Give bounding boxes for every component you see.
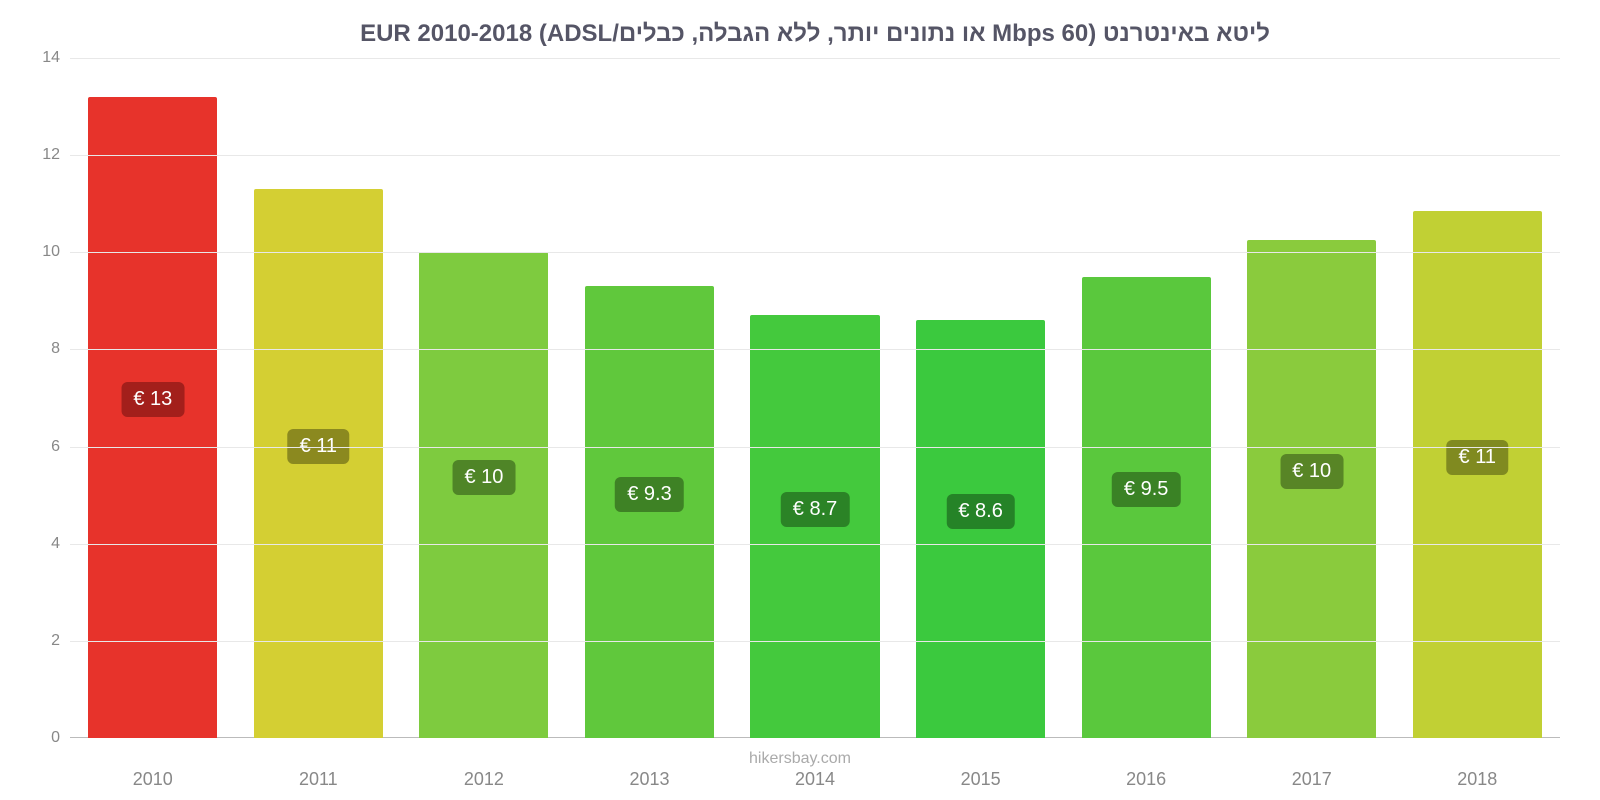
grid-line (70, 447, 1560, 448)
bar-value-label: € 8.7 (781, 492, 849, 527)
bar-slot: € 9.5 (1063, 58, 1229, 738)
grid-line (70, 58, 1560, 59)
source-label: hikersbay.com (749, 750, 851, 768)
y-tick-label: 12 (42, 146, 70, 164)
bar-slot: € 9.3 (567, 58, 733, 738)
grid-line (70, 349, 1560, 350)
x-tick-label: 2017 (1229, 769, 1395, 790)
bar (750, 315, 879, 738)
bar (1247, 240, 1376, 738)
bar-value-label: € 9.3 (615, 477, 683, 512)
plot-area: € 13 € 11 € 10 € 9.3 € 8.7 € 8.6 € 9.5 € 10 € 11… (70, 58, 1560, 738)
grid-line (70, 544, 1560, 545)
bar-slot: € 11 (236, 58, 402, 738)
y-tick-label: 0 (51, 729, 70, 747)
grid-line (70, 252, 1560, 253)
y-tick-label: 14 (42, 49, 70, 67)
y-tick-label: 10 (42, 243, 70, 261)
x-tick-label: 2018 (1395, 769, 1561, 790)
x-tick-label: 2014 (732, 769, 898, 790)
x-tick-label: 2015 (898, 769, 1064, 790)
bar-slot: € 8.7 (732, 58, 898, 738)
bar-value-label: € 13 (121, 382, 184, 417)
bar-value-label: € 10 (452, 460, 515, 495)
grid-line (70, 641, 1560, 642)
chart-title: ליטא באינטרנט (60 Mbps או נתונים יותר, ל… (70, 20, 1560, 48)
bar-value-label: € 10 (1280, 454, 1343, 489)
chart-wrapper: ליטא באינטרנט (60 Mbps או נתונים יותר, ל… (0, 0, 1600, 800)
bar-value-label: € 9.5 (1112, 472, 1180, 507)
bar-slot: € 10 (1229, 58, 1395, 738)
bar-value-label: € 11 (1447, 440, 1508, 475)
x-tick-label: 2016 (1063, 769, 1229, 790)
bar-slot: € 10 (401, 58, 567, 738)
bar-slot: € 11 (1395, 58, 1561, 738)
grid-line (70, 155, 1560, 156)
y-tick-label: 8 (51, 340, 70, 358)
x-tick-label: 2011 (236, 769, 402, 790)
bar (1413, 211, 1542, 738)
x-tick-label: 2010 (70, 769, 236, 790)
bar (254, 189, 383, 738)
bar-value-label: € 8.6 (946, 494, 1014, 529)
y-tick-label: 4 (51, 535, 70, 553)
y-tick-label: 2 (51, 632, 70, 650)
x-axis-labels: 201020112012201320142015201620172018 (70, 769, 1560, 790)
y-tick-label: 6 (51, 438, 70, 456)
bars-container: € 13 € 11 € 10 € 9.3 € 8.7 € 8.6 € 9.5 € 10 € 11 (70, 58, 1560, 738)
bar-slot: € 8.6 (898, 58, 1064, 738)
x-tick-label: 2012 (401, 769, 567, 790)
bar-slot: € 13 (70, 58, 236, 738)
x-tick-label: 2013 (567, 769, 733, 790)
